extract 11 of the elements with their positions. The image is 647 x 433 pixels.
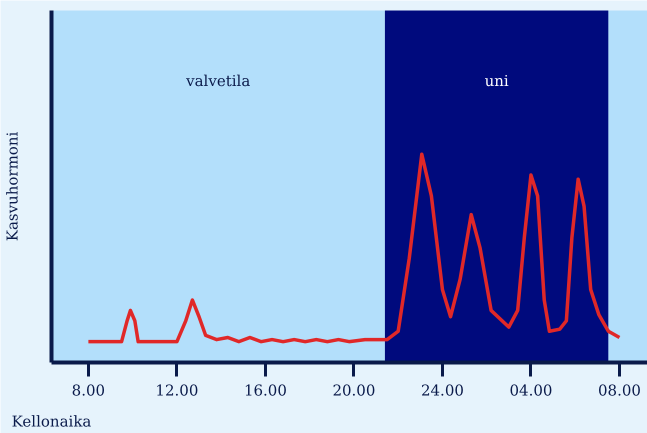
x-tick-label: 08.00 bbox=[598, 382, 641, 400]
x-tick-label: 12.00 bbox=[155, 382, 198, 400]
x-tick-label: 16.00 bbox=[244, 382, 287, 400]
band-label: uni bbox=[484, 72, 509, 90]
y-axis-title: Kasvuhormoni bbox=[4, 132, 22, 242]
band-label: valvetila bbox=[185, 72, 250, 90]
x-tick-label: 04.00 bbox=[509, 382, 552, 400]
x-axis-title: Kellonaika bbox=[12, 412, 92, 430]
x-tick-label: 24.00 bbox=[420, 382, 464, 400]
x-tick-label: 20.00 bbox=[332, 382, 376, 400]
x-tick-label: 8.00 bbox=[72, 382, 106, 400]
